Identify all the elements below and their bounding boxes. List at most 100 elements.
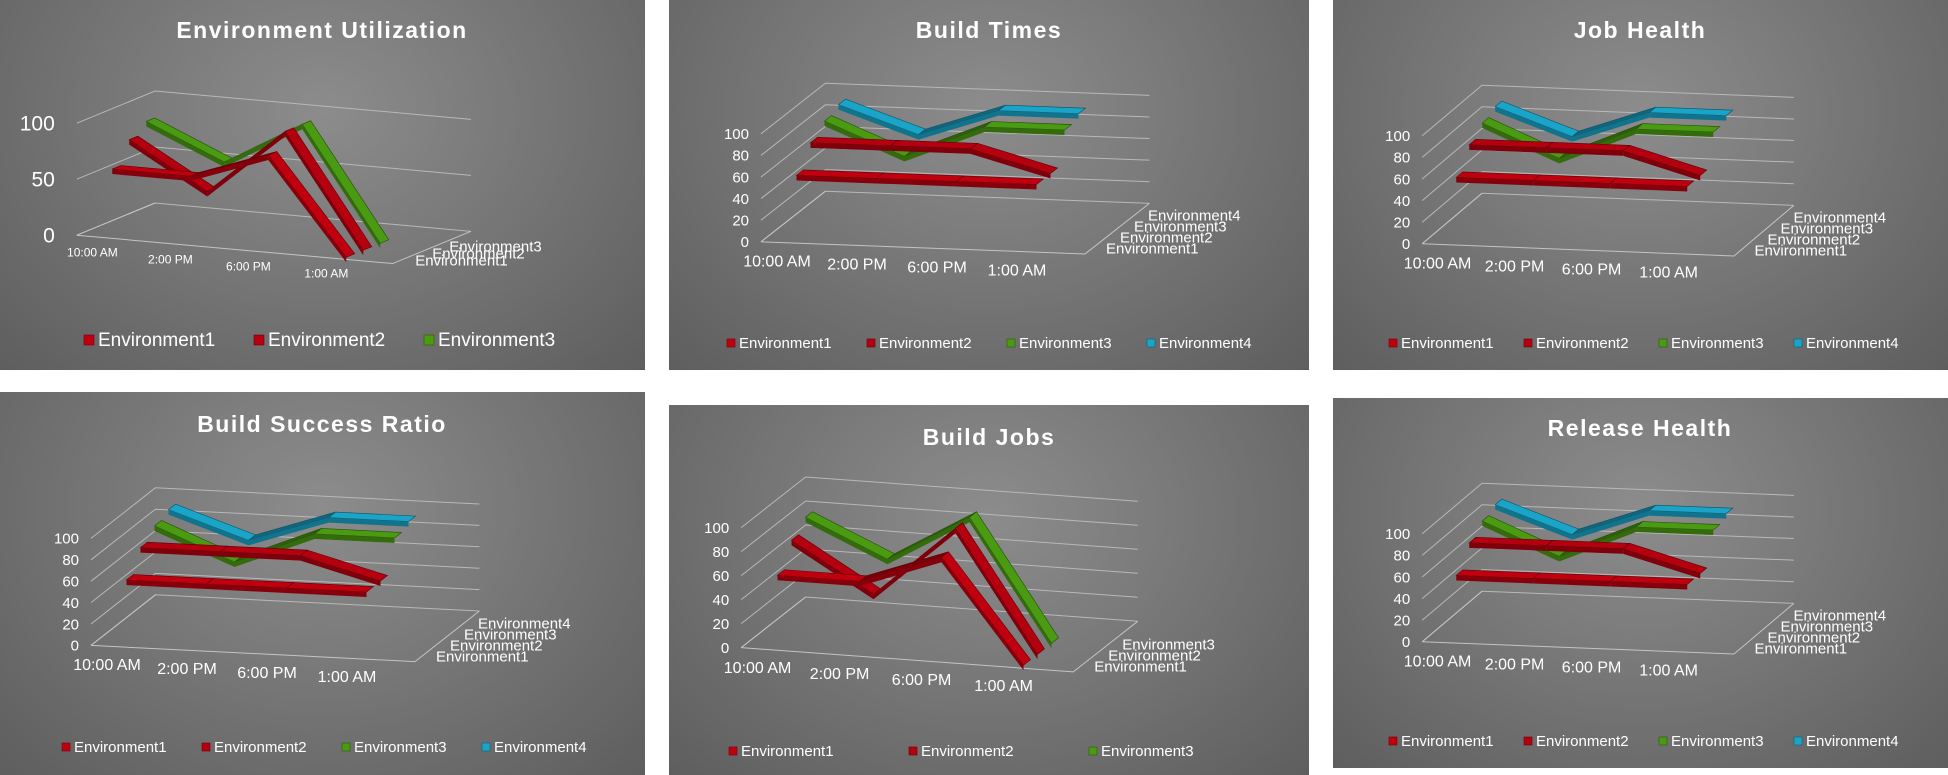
gridline	[740, 500, 1138, 552]
legend-label: Environment4	[1159, 335, 1252, 352]
x-category-label: 1:00 AM	[1639, 264, 1698, 281]
gridline	[740, 476, 1138, 528]
ribbon-edge	[955, 528, 1038, 660]
series-axis-label: Environment3	[1781, 221, 1874, 238]
x-category-label: 6:00 PM	[1562, 659, 1622, 676]
legend-label: Environment1	[741, 743, 834, 760]
gridlines	[1421, 84, 1794, 245]
floor-axis	[760, 202, 1150, 255]
x-category-label: 1:00 AM	[304, 267, 348, 281]
chart-svg-build-success-ratio: Build Success Ratio 0 20 40 60 80 100 10:00 AM 2…	[54, 411, 587, 756]
ribbon-edge	[146, 121, 225, 168]
chart-panel-release-health: Release Health 0 20 40 60 80 100 10:00 AM 2:00 P…	[1333, 398, 1948, 768]
legend-item-environment3: Environment3	[1006, 335, 1112, 352]
ribbon-segment	[969, 143, 1059, 174]
chart-panel-build-jobs: Build Jobs 0 20 40 60 80 100 10:00 AM 2:00 PM 6:0…	[669, 405, 1309, 775]
floor-axis	[741, 620, 1139, 673]
ribbon-edge	[1610, 581, 1688, 590]
gridline	[740, 596, 1138, 648]
y-tick-label: 20	[732, 212, 749, 229]
ribbon-edge	[1636, 527, 1714, 536]
legend-item-environment2: Environment2	[1523, 335, 1629, 352]
series-axis-label: Environment3	[1134, 219, 1227, 236]
y-tick-label: 40	[1394, 591, 1411, 608]
ribbon-segment	[955, 175, 1045, 185]
ribbon-edge	[220, 551, 301, 561]
legend-label: Environment3	[1671, 335, 1764, 352]
legend-item-environment1: Environment1	[1388, 733, 1494, 750]
ribbon-edge	[998, 110, 1079, 119]
gridline	[1421, 590, 1794, 643]
ribbon-edge	[1495, 106, 1573, 142]
gridline	[1421, 525, 1794, 578]
series-ribbon-environment1	[776, 551, 1031, 671]
chart-panel-environment-utilization: Environment Utilization 0 50 100 10:00 AM 2:0…	[0, 0, 645, 370]
series-ribbon-environment1	[795, 169, 1045, 190]
ribbon-edge	[268, 155, 347, 263]
legend-label: Environment3	[354, 739, 447, 756]
y-tick-label: 100	[724, 126, 749, 143]
ribbon-edge	[984, 127, 1065, 136]
legend: Environment1 Environment2 Environment3 Envi…	[1388, 733, 1899, 750]
gridlines	[1421, 482, 1794, 643]
legend-item-environment2: Environment2	[866, 335, 972, 352]
legend-swatch	[1088, 746, 1098, 756]
y-tick-label: 100	[1385, 128, 1410, 145]
series-axis-label: Environment4	[1794, 608, 1887, 625]
x-category-label: 10:00 AM	[73, 657, 141, 674]
legend-swatch	[61, 742, 71, 752]
gridline	[76, 90, 471, 124]
ribbon-edge	[956, 181, 1037, 190]
ribbon-edge	[810, 142, 891, 151]
chart-svg-job-health: Job Health 0 20 40 60 80 100 10:00 AM 2:00 PM 6:0…	[1385, 17, 1899, 352]
ribbon-edge	[314, 533, 395, 543]
legend-item-environment4: Environment4	[1793, 733, 1899, 750]
legend-item-environment3: Environment3	[1658, 733, 1764, 750]
ribbon-edge	[1572, 112, 1650, 142]
legend-swatch	[253, 334, 265, 346]
series-ribbon-environment2	[128, 127, 373, 256]
y-tick-label: 80	[732, 148, 749, 165]
series-axis-label: Environment2	[450, 637, 543, 654]
legend-swatch	[1388, 338, 1398, 348]
ribbon-segment	[1609, 177, 1695, 187]
series-ribbon-environment2	[139, 541, 389, 587]
ribbon-edge	[1495, 504, 1573, 540]
series-axis-label: Environment2	[1120, 230, 1213, 247]
left-floor-edge	[90, 594, 156, 646]
series-ribbon-environment1	[125, 574, 375, 598]
legend-label: Environment1	[98, 330, 215, 351]
series-axis-label: Environment1	[1755, 641, 1848, 658]
y-tick-label: 60	[1394, 171, 1411, 188]
left-floor-edge	[740, 596, 806, 648]
x-category-label: 6:00 PM	[237, 665, 297, 682]
ribbon-segment	[997, 104, 1087, 114]
legend-swatch	[1388, 736, 1398, 746]
ribbon-edge	[285, 131, 364, 256]
ribbon-edge	[300, 555, 381, 587]
ribbon-edge	[1533, 578, 1611, 587]
ribbon-edge	[302, 124, 381, 249]
legend-item-environment3: Environment3	[1088, 743, 1194, 760]
x-category-label: 2:00 PM	[148, 253, 193, 267]
series-axis-label: Environment2	[1768, 232, 1861, 249]
ribbon-edge	[206, 584, 287, 594]
legend-swatch	[83, 334, 95, 346]
x-category-label: 10:00 AM	[1404, 653, 1472, 670]
ribbon-edge	[1456, 575, 1534, 584]
ribbon-edge	[328, 517, 409, 527]
ribbons	[1455, 498, 1734, 590]
series-ribbon-environment4	[1494, 498, 1734, 540]
legend-swatch	[1006, 338, 1016, 348]
legend-item-environment1: Environment1	[726, 335, 832, 352]
ribbon-edge	[1456, 177, 1534, 186]
chart-panel-build-success-ratio: Build Success Ratio 0 20 40 60 80 100 10:00 AM 2…	[0, 392, 645, 775]
legend-item-environment4: Environment4	[1793, 335, 1899, 352]
x-category-label: 1:00 AM	[1639, 662, 1698, 679]
series-ribbon-environment2	[1468, 537, 1708, 579]
y-tick-label: 20	[62, 616, 79, 633]
y-tick-label: 0	[71, 638, 79, 655]
ribbon-edge	[876, 178, 957, 187]
gridline	[760, 190, 1150, 243]
ribbon-segment	[941, 551, 1031, 666]
